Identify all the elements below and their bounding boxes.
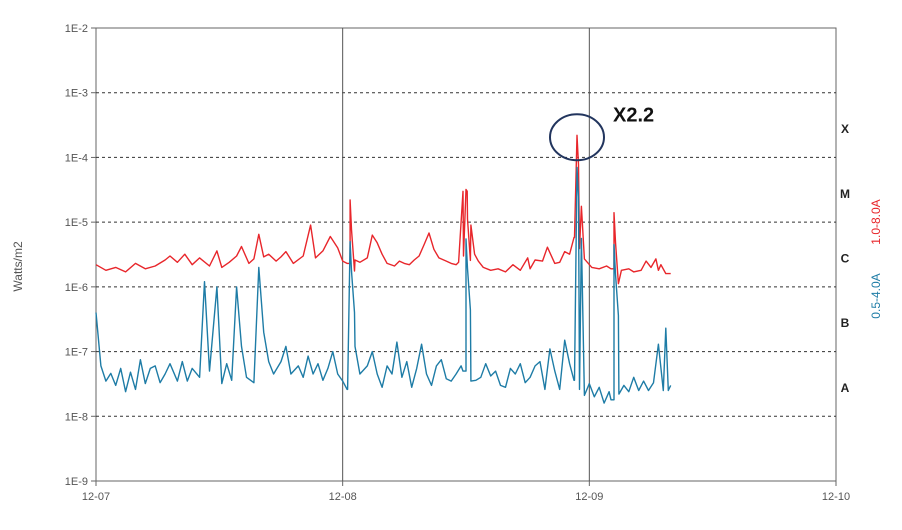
legend-label: 0.5-4.0A — [869, 273, 883, 318]
x-tick-label: 12-10 — [822, 491, 850, 503]
y-tick-label: 1E-7 — [65, 347, 88, 359]
y-tick-label: 1E-2 — [65, 23, 88, 35]
x-tick-label: 12-07 — [82, 491, 110, 503]
y-tick-label: 1E-5 — [65, 217, 88, 229]
flare-class-label: A — [841, 381, 850, 395]
x-tick-label: 12-09 — [575, 491, 603, 503]
flare-class-label: M — [840, 187, 850, 201]
y-tick-label: 1E-8 — [65, 411, 88, 423]
annotation-label: X2.2 — [613, 104, 654, 126]
y-axis-label: Watts/m2 — [11, 241, 25, 292]
legend-label: 1.0-8.0A — [869, 199, 883, 244]
y-tick-label: 1E-9 — [65, 476, 88, 488]
annotation-ellipse — [549, 113, 605, 162]
y-tick-label: 1E-4 — [65, 152, 88, 164]
flare-class-label: X — [841, 122, 849, 136]
y-tick-label: 1E-3 — [65, 88, 88, 100]
x-tick-label: 12-08 — [329, 491, 357, 503]
series-line-short-wave — [95, 166, 672, 404]
series-line-long-wave — [95, 134, 671, 285]
flare-class-label: B — [841, 316, 850, 330]
flare-class-label: C — [841, 252, 850, 266]
y-tick-label: 1E-6 — [65, 282, 88, 294]
